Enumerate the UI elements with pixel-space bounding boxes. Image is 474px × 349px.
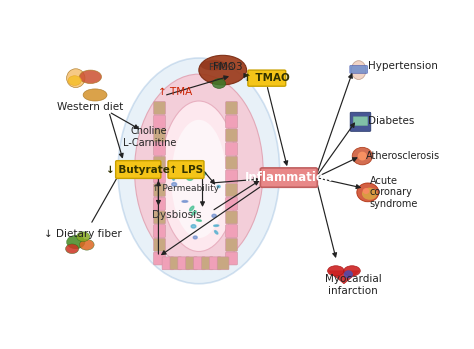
Ellipse shape bbox=[118, 58, 280, 284]
Ellipse shape bbox=[192, 211, 196, 215]
Text: ↓ Dietary fiber: ↓ Dietary fiber bbox=[44, 229, 121, 239]
Text: ↑ Permeability: ↑ Permeability bbox=[153, 184, 219, 193]
Ellipse shape bbox=[173, 177, 174, 180]
FancyBboxPatch shape bbox=[226, 197, 237, 210]
FancyBboxPatch shape bbox=[154, 211, 165, 224]
FancyBboxPatch shape bbox=[154, 115, 165, 128]
FancyBboxPatch shape bbox=[154, 129, 165, 142]
Ellipse shape bbox=[182, 201, 188, 202]
Ellipse shape bbox=[171, 120, 227, 238]
Text: Myocardial
infarction: Myocardial infarction bbox=[325, 274, 382, 296]
Circle shape bbox=[201, 172, 206, 175]
FancyBboxPatch shape bbox=[193, 257, 205, 270]
FancyBboxPatch shape bbox=[226, 143, 237, 156]
Ellipse shape bbox=[215, 231, 218, 234]
Text: FMO3: FMO3 bbox=[208, 63, 234, 72]
FancyBboxPatch shape bbox=[353, 117, 368, 126]
FancyBboxPatch shape bbox=[154, 143, 165, 156]
Text: ↑ LPS: ↑ LPS bbox=[169, 164, 203, 174]
FancyBboxPatch shape bbox=[154, 102, 165, 114]
Circle shape bbox=[212, 79, 226, 88]
Text: Atherosclerosis: Atherosclerosis bbox=[366, 151, 440, 161]
Ellipse shape bbox=[190, 206, 194, 211]
Text: ↑ TMA: ↑ TMA bbox=[158, 87, 192, 97]
FancyBboxPatch shape bbox=[201, 257, 213, 270]
Text: Acute
coronary
syndrome: Acute coronary syndrome bbox=[370, 176, 418, 209]
FancyBboxPatch shape bbox=[226, 238, 237, 251]
FancyBboxPatch shape bbox=[170, 257, 182, 270]
Ellipse shape bbox=[66, 69, 85, 88]
Circle shape bbox=[196, 170, 200, 172]
Circle shape bbox=[212, 214, 216, 217]
Ellipse shape bbox=[363, 188, 369, 194]
Ellipse shape bbox=[201, 60, 227, 70]
Circle shape bbox=[199, 163, 202, 166]
Text: Western diet: Western diet bbox=[57, 102, 124, 112]
Text: Choline
L-Carnitine: Choline L-Carnitine bbox=[123, 126, 176, 148]
Circle shape bbox=[172, 175, 177, 178]
Ellipse shape bbox=[352, 147, 373, 165]
FancyBboxPatch shape bbox=[210, 257, 221, 270]
FancyBboxPatch shape bbox=[186, 257, 198, 270]
Ellipse shape bbox=[351, 61, 366, 80]
FancyBboxPatch shape bbox=[226, 129, 237, 142]
Ellipse shape bbox=[344, 266, 360, 276]
Ellipse shape bbox=[328, 266, 344, 276]
Text: Inflammation: Inflammation bbox=[245, 171, 333, 184]
Circle shape bbox=[194, 169, 199, 173]
FancyBboxPatch shape bbox=[116, 161, 161, 178]
Circle shape bbox=[172, 183, 177, 186]
Ellipse shape bbox=[214, 225, 219, 227]
Circle shape bbox=[191, 225, 196, 228]
Text: FMO3: FMO3 bbox=[213, 62, 242, 72]
FancyBboxPatch shape bbox=[226, 211, 237, 224]
Polygon shape bbox=[328, 271, 359, 284]
Circle shape bbox=[80, 239, 94, 250]
Circle shape bbox=[66, 235, 85, 249]
Ellipse shape bbox=[357, 183, 379, 202]
Circle shape bbox=[65, 244, 79, 254]
FancyBboxPatch shape bbox=[168, 161, 204, 178]
Ellipse shape bbox=[344, 270, 353, 279]
Ellipse shape bbox=[135, 74, 263, 268]
Ellipse shape bbox=[199, 55, 246, 85]
FancyBboxPatch shape bbox=[350, 66, 367, 73]
Circle shape bbox=[217, 185, 220, 188]
Ellipse shape bbox=[80, 70, 101, 83]
FancyBboxPatch shape bbox=[178, 257, 190, 270]
Circle shape bbox=[193, 236, 197, 239]
FancyBboxPatch shape bbox=[226, 115, 237, 128]
FancyBboxPatch shape bbox=[154, 225, 165, 238]
Ellipse shape bbox=[362, 188, 377, 200]
Text: ↓ Butyrate: ↓ Butyrate bbox=[106, 164, 170, 174]
Ellipse shape bbox=[160, 101, 237, 252]
Circle shape bbox=[68, 76, 82, 86]
Ellipse shape bbox=[196, 220, 201, 221]
FancyBboxPatch shape bbox=[154, 156, 165, 169]
Text: Diabetes: Diabetes bbox=[368, 116, 414, 126]
FancyBboxPatch shape bbox=[217, 257, 229, 270]
Text: ↑ TMAO: ↑ TMAO bbox=[244, 73, 290, 83]
Ellipse shape bbox=[358, 152, 367, 161]
FancyBboxPatch shape bbox=[154, 238, 165, 251]
FancyBboxPatch shape bbox=[260, 168, 317, 187]
FancyBboxPatch shape bbox=[226, 252, 237, 265]
FancyBboxPatch shape bbox=[162, 257, 174, 270]
FancyBboxPatch shape bbox=[226, 225, 237, 238]
FancyBboxPatch shape bbox=[226, 184, 237, 196]
FancyBboxPatch shape bbox=[350, 112, 371, 131]
FancyBboxPatch shape bbox=[248, 70, 286, 86]
Circle shape bbox=[76, 232, 90, 242]
FancyBboxPatch shape bbox=[226, 156, 237, 169]
Circle shape bbox=[187, 176, 193, 180]
FancyBboxPatch shape bbox=[154, 252, 165, 265]
Ellipse shape bbox=[83, 89, 107, 101]
FancyBboxPatch shape bbox=[154, 184, 165, 196]
Text: Dysbiosis: Dysbiosis bbox=[152, 210, 201, 220]
FancyBboxPatch shape bbox=[226, 170, 237, 183]
Text: Hypertension: Hypertension bbox=[368, 61, 438, 71]
FancyBboxPatch shape bbox=[154, 170, 165, 183]
FancyBboxPatch shape bbox=[226, 102, 237, 114]
FancyBboxPatch shape bbox=[154, 197, 165, 210]
